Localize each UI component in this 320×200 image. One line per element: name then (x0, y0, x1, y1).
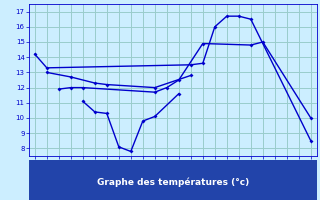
Text: Graphe des températures (°c): Graphe des températures (°c) (97, 177, 249, 187)
